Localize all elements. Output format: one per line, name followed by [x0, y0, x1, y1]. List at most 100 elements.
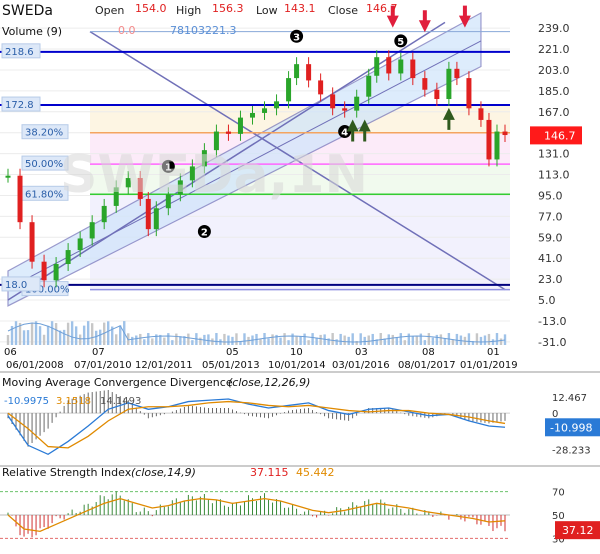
volume-bar: [263, 333, 266, 345]
candle-body: [486, 119, 492, 160]
y-tick-label: 239.0: [538, 22, 570, 35]
volume-bar: [30, 322, 34, 345]
low-label: Low: [256, 4, 278, 17]
volume-bar: [271, 334, 274, 345]
candle-body: [386, 57, 392, 74]
volume-bar: [419, 333, 423, 345]
volume-bar: [199, 337, 202, 345]
close-value: 146.7: [366, 2, 398, 15]
volume-bar: [351, 333, 354, 345]
volume-bar: [139, 333, 142, 345]
buy-arrow: [358, 119, 371, 142]
buy-arrow: [346, 119, 359, 142]
volume-bar: [279, 337, 282, 345]
candle-body: [53, 264, 59, 281]
volume-bar: [131, 336, 134, 345]
y-tick-label: 41.0: [538, 252, 563, 265]
candle-body: [249, 112, 255, 118]
marker-label: 3: [293, 32, 300, 43]
candle-body: [306, 64, 312, 81]
volume-bar: [371, 333, 374, 345]
volume-bar: [38, 326, 42, 345]
volume-average-line: [7, 322, 506, 343]
volume-bar: [82, 325, 86, 345]
volume-bar: [343, 335, 346, 345]
rsi-signal-line: [7, 497, 506, 533]
rsi-annotation-1: 37.115: [250, 466, 289, 479]
volume-bar: [403, 340, 406, 345]
volume-bar: [10, 325, 14, 345]
y-tick-label: 167.0: [538, 106, 570, 119]
candle-body: [77, 238, 83, 251]
volume-bar: [443, 338, 447, 345]
candle-body: [422, 78, 428, 90]
volume-bar: [211, 338, 214, 345]
volume-bar: [58, 330, 62, 345]
volume-bar: [315, 337, 318, 345]
volume-bar: [171, 340, 174, 345]
candle-body: [330, 94, 336, 109]
rsi-params: (close,14,9): [131, 466, 196, 479]
fib-badge-0: [21, 124, 69, 140]
candle-body: [5, 175, 11, 178]
x-tick-label: 01/01/2019: [460, 360, 518, 371]
candle-body: [29, 222, 35, 262]
close-label: Close: [328, 4, 358, 17]
macd-series-line-0: [7, 398, 506, 456]
rsi-title: Relative Strength Index: [2, 466, 132, 479]
macd-readout-3: 14.1493: [100, 396, 141, 407]
volume-bar: [495, 333, 499, 345]
volume-bar: [107, 321, 110, 345]
candle-body: [237, 117, 243, 134]
candle-body: [354, 96, 360, 111]
volume-bar: [86, 321, 90, 345]
fib-label: 50.00%: [25, 159, 63, 170]
volume-max: 78103221.3: [170, 24, 236, 37]
volume-bar: [275, 334, 278, 345]
volume-bar: [143, 339, 146, 345]
macd-y-tick: 0: [552, 409, 558, 420]
volume-bar: [94, 330, 98, 345]
volume-bar: [435, 334, 439, 345]
volume-bar: [207, 334, 210, 345]
volume-bar: [303, 333, 306, 345]
macd-readout-1: -10.9975: [4, 396, 49, 407]
volume-bar: [307, 340, 310, 345]
left-badge-1: [1, 96, 41, 112]
volume-bar: [18, 322, 22, 345]
volume-bar: [359, 333, 362, 345]
volume-bar: [155, 334, 158, 345]
macd-panel: 12.467 0 -28.233 -10.998: [0, 390, 600, 467]
candle-body: [318, 80, 324, 95]
x-tick-label: 05: [226, 347, 239, 358]
candle-body: [294, 64, 300, 79]
volume-bar: [223, 333, 226, 345]
x-tick-label: 05/01/2013: [202, 360, 260, 371]
volume-bar: [411, 336, 415, 345]
candle-body: [101, 205, 107, 223]
candle-body: [177, 180, 183, 195]
x-tick-label: 03/01/2016: [332, 360, 390, 371]
y-tick-label: -31.0: [538, 336, 566, 349]
macd-last-value: -10.998: [550, 421, 592, 434]
x-tick-label: 01: [487, 347, 500, 358]
x-tick-label: 06/01/2008: [6, 360, 64, 371]
volume-bar: [50, 321, 54, 345]
volume-bar: [291, 333, 294, 345]
high-label: High: [176, 4, 201, 17]
volume-bar: [159, 334, 162, 345]
volume-bar: [70, 321, 74, 345]
volume-bar: [455, 333, 459, 345]
volume-bar: [183, 336, 186, 345]
buy-arrow: [442, 107, 455, 130]
open-label: Open: [95, 4, 124, 17]
volume-bar: [327, 338, 330, 345]
volume-bar: [339, 333, 342, 345]
low-value: 143.1: [284, 2, 316, 15]
volume-bar: [471, 340, 475, 345]
price-panel: 239.0221.0203.0185.0167.0149.0131.0113.0…: [0, 5, 600, 373]
marker-circle-2: [197, 224, 211, 238]
marker-circle-3: [290, 29, 304, 43]
macd-y-tick: 12.467: [552, 393, 587, 404]
left-badge-0: [1, 43, 41, 59]
